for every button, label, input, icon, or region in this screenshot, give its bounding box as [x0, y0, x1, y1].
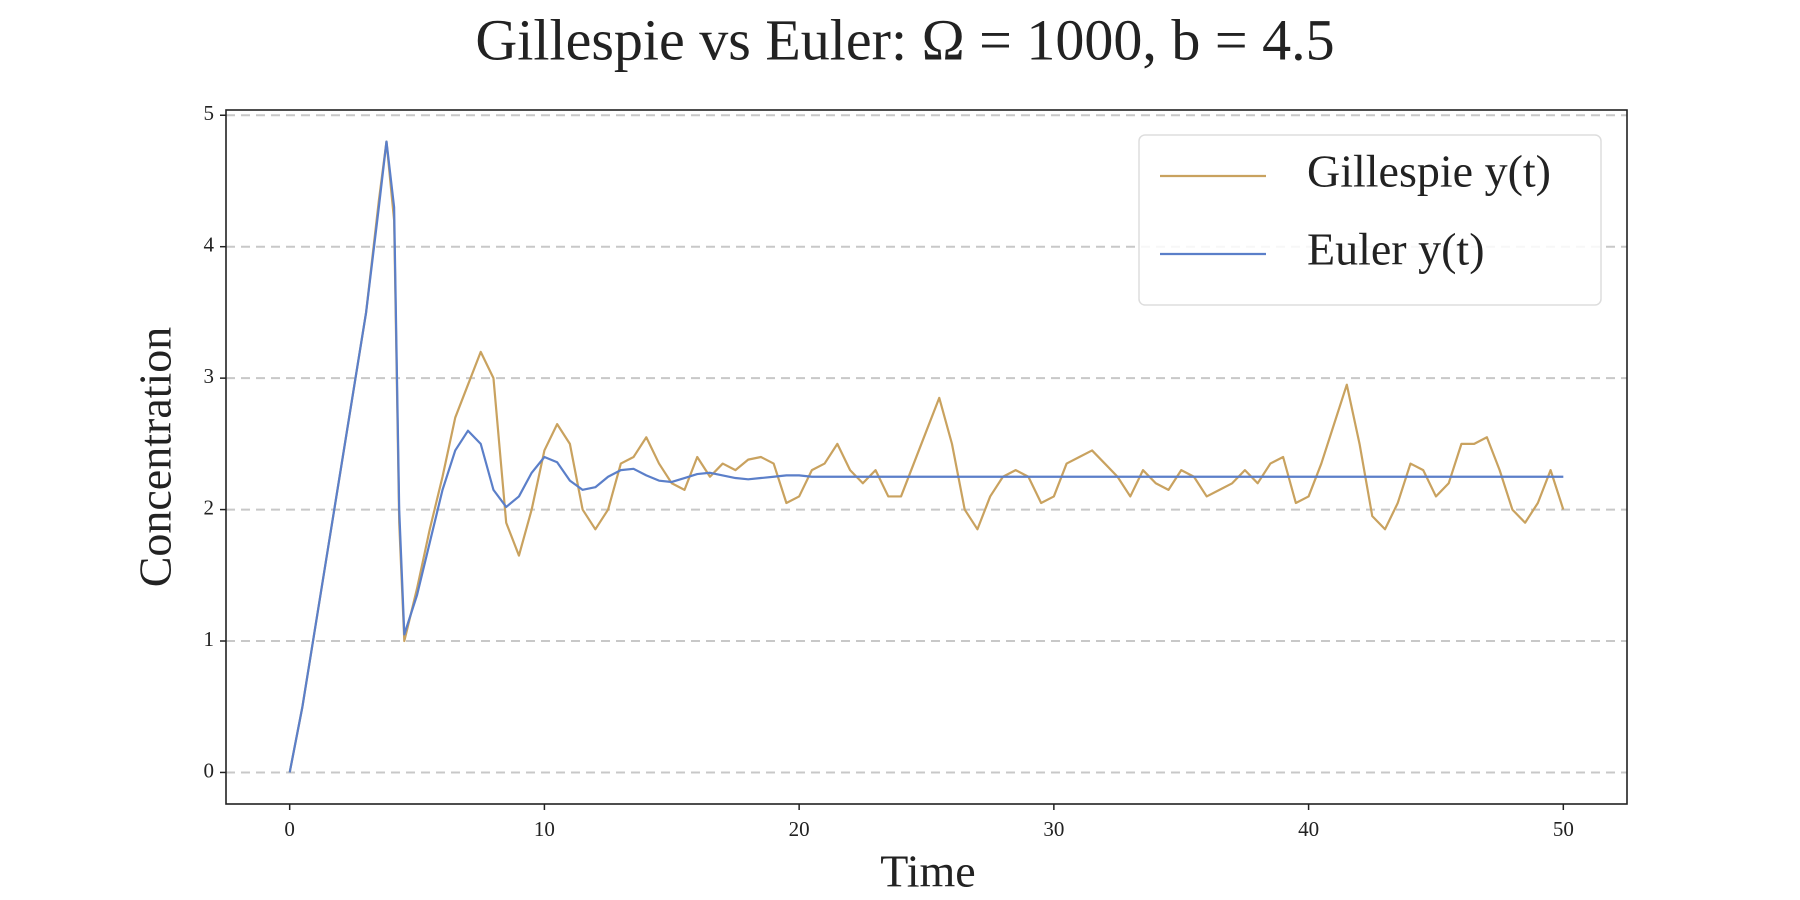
data-line [288, 140, 1565, 773]
y-tick-label: 1 [204, 627, 215, 651]
y-tick-label: 0 [204, 758, 215, 782]
x-tick-label: 20 [789, 817, 810, 841]
data-line [288, 140, 1564, 773]
y-axis-label: Concentration [130, 327, 181, 588]
x-tick-label: 30 [1043, 817, 1064, 841]
legend-box [1138, 134, 1602, 306]
legend-label: Gillespie y(t) [1307, 146, 1551, 197]
y-tick-label: 2 [204, 495, 215, 519]
chart-title: Gillespie vs Euler: Ω = 1000, b = 4.5 [475, 7, 1334, 72]
y-tick-label: 4 [204, 233, 215, 257]
x-tick-label: 10 [534, 817, 555, 841]
plot-frame [225, 109, 1628, 805]
x-tick-label: 50 [1553, 817, 1574, 841]
x-tick-label: 40 [1298, 817, 1319, 841]
y-tick-label: 5 [204, 101, 215, 125]
legend-label: Euler y(t) [1307, 224, 1485, 275]
x-tick-label: 0 [284, 817, 295, 841]
y-tick-label: 3 [204, 364, 215, 388]
x-axis-label: Time [880, 846, 975, 897]
